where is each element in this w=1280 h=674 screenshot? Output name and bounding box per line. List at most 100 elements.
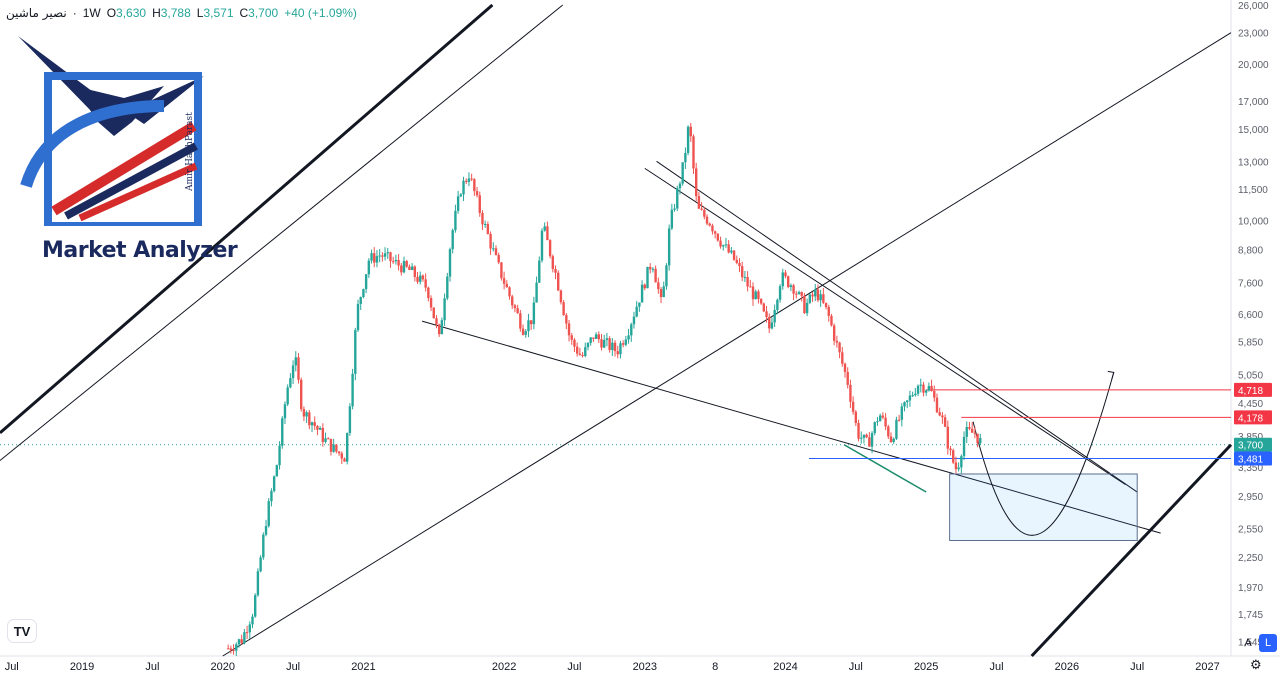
interval[interactable]: 1W: [82, 6, 101, 20]
x-tick-label: 2022: [492, 661, 516, 673]
candle-body: [297, 357, 300, 380]
low-label: L: [196, 6, 204, 20]
candle-body: [624, 339, 628, 345]
candle-body: [941, 415, 944, 418]
support-price-tag-label: 3,481: [1238, 454, 1263, 465]
channel-upper-line-thin: [0, 4, 564, 461]
settings-gear-icon[interactable]: ⚙: [1250, 657, 1262, 672]
candle-body: [722, 245, 725, 247]
candle-body: [229, 648, 233, 651]
forecast-arc: [972, 372, 1115, 536]
candle-body: [678, 183, 682, 189]
candle-body: [413, 266, 417, 277]
candle-body: [254, 595, 257, 617]
candle-body: [711, 225, 714, 232]
current-price-tag: [1234, 437, 1272, 452]
candle-body: [649, 266, 652, 270]
candle-body: [400, 265, 403, 273]
candle-body: [870, 433, 874, 447]
candle-body: [419, 275, 422, 282]
candle-body: [724, 244, 728, 246]
candle-body: [318, 427, 322, 430]
candle-body: [816, 289, 820, 301]
candle-body: [703, 209, 706, 217]
candle-body: [465, 180, 468, 182]
candle-body: [308, 412, 311, 426]
candle-body: [356, 303, 360, 331]
x-tick-label: 8: [712, 661, 718, 673]
log-scale-button[interactable]: L: [1259, 634, 1277, 652]
channel-lower-line: [222, 32, 1232, 657]
candle-body: [765, 311, 768, 318]
candle-body: [738, 262, 741, 267]
candle-body: [291, 365, 295, 379]
channel-lower-line-thin-2: [1030, 443, 1233, 658]
candle-body: [727, 244, 730, 253]
candle-body: [424, 279, 427, 288]
candle-body: [427, 287, 430, 299]
candle-body: [657, 282, 660, 290]
candle-body: [768, 317, 771, 329]
y-tick-label: 13,000: [1238, 157, 1269, 168]
candle-body: [283, 404, 287, 419]
candle-body: [884, 417, 887, 427]
candle-body: [478, 195, 481, 213]
candle-body: [505, 283, 509, 288]
auto-scale-button[interactable]: A: [1244, 637, 1252, 649]
candle-body: [316, 425, 319, 430]
candle-body: [500, 262, 503, 279]
candle-body: [757, 291, 760, 299]
candle-body: [256, 571, 260, 596]
candle-body: [313, 422, 316, 426]
candle-body: [521, 328, 525, 335]
candle-body: [435, 318, 438, 325]
channel-upper-line: [0, 3, 494, 434]
candle-body: [930, 385, 933, 392]
candle-body: [846, 371, 849, 385]
candle-body: [470, 178, 473, 180]
candle-body: [497, 254, 500, 263]
resistance-trendline: [656, 160, 1138, 493]
candle-body: [954, 462, 958, 470]
candle-body: [570, 335, 573, 340]
x-tick-label: Jul: [849, 661, 863, 673]
candle-body: [532, 302, 536, 325]
symbol-name[interactable]: نصیر ماشین: [6, 6, 67, 20]
candle-body: [302, 409, 306, 417]
candle-body: [916, 385, 920, 394]
candle-body: [735, 259, 738, 263]
candle-body: [600, 339, 603, 348]
close-value: 3,700: [248, 6, 279, 20]
candle-body: [922, 384, 925, 393]
candle-body: [938, 412, 941, 416]
candle-body: [294, 357, 297, 366]
y-tick-label: 11,500: [1238, 185, 1268, 196]
tradingview-logo[interactable]: TV: [8, 620, 36, 642]
candle-body: [348, 406, 352, 434]
candle-body: [535, 282, 538, 303]
candle-body: [943, 417, 947, 427]
candle-body: [494, 248, 498, 255]
candle-body: [475, 191, 479, 196]
candle-body: [467, 178, 471, 182]
change-value: +40 (+1.09%): [284, 6, 357, 20]
resistance-price-tag: [1234, 382, 1272, 397]
candle-body: [781, 272, 784, 287]
candle-body: [638, 302, 641, 307]
candle-body: [754, 291, 757, 300]
candle-body: [421, 275, 425, 280]
resistance-trendline-2: [644, 167, 1126, 486]
candle-body: [483, 224, 487, 226]
candle-body: [381, 255, 384, 257]
candle-body: [895, 419, 898, 439]
candle-body: [957, 467, 960, 470]
candle-body: [878, 415, 882, 422]
y-tick-label: 3,350: [1238, 463, 1263, 474]
candle-body: [770, 322, 774, 329]
candle-body: [343, 458, 346, 462]
candle-body: [546, 226, 549, 241]
candle-body: [613, 342, 617, 352]
candle-body: [749, 286, 752, 288]
candle-body: [251, 616, 254, 625]
